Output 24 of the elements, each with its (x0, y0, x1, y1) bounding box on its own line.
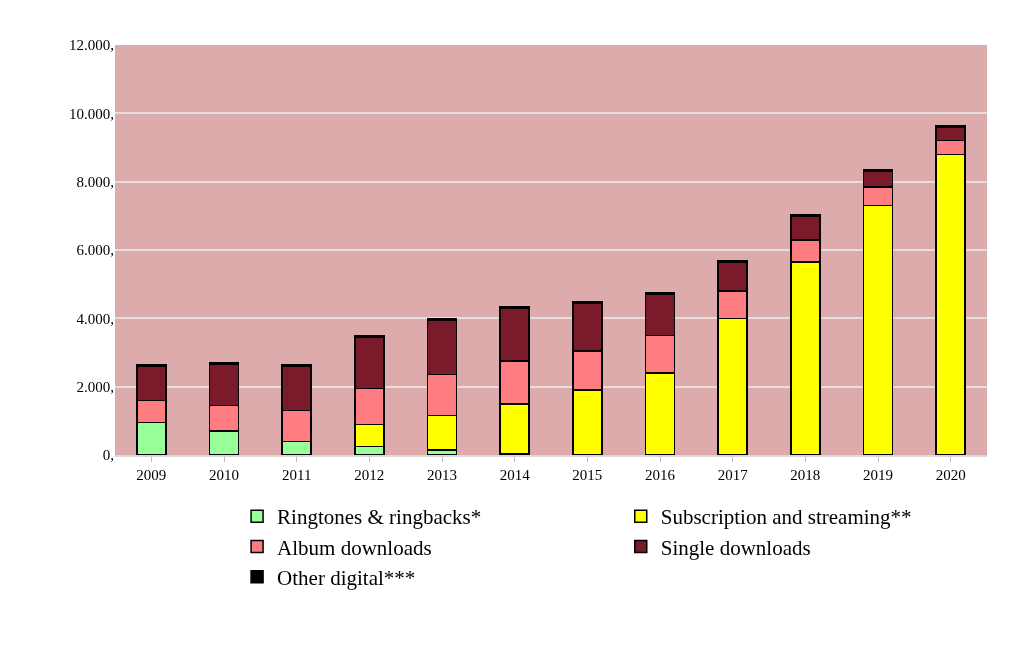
x-tick-label: 2011 (281, 467, 312, 483)
y-tick-label: 4.000, (76, 310, 114, 327)
legend-label: Other digital*** (277, 565, 416, 590)
x-tick-label: 2017 (717, 467, 749, 483)
y-tick-label: 8.000, (76, 173, 114, 190)
x-tick-label: 2018 (790, 467, 821, 483)
x-tick-label: 2020 (935, 467, 966, 483)
legend-label: Single downloads (660, 535, 811, 560)
x-tick-label: 2014 (499, 467, 531, 483)
legend-label: Subscription and streaming** (660, 505, 912, 530)
y-tick-label: 6.000, (76, 242, 114, 259)
legend-label: Ringtones & ringbacks* (277, 505, 482, 530)
y-tick-label: 10.000, (69, 105, 114, 122)
x-tick-label: 2015 (572, 467, 603, 483)
x-tick-label: 2012 (354, 467, 385, 483)
y-tick-label: 12.000, (69, 37, 114, 54)
x-tick-label: 2013 (427, 467, 457, 483)
y-tick-label: 0, (102, 447, 114, 464)
x-tick-label: 2010 (209, 467, 239, 483)
y-tick-label: 2.000, (76, 378, 114, 395)
x-tick-label: 2016 (645, 467, 676, 483)
legend-label: Album downloads (277, 535, 432, 560)
x-tick-label: 2009 (136, 467, 167, 483)
x-tick-label: 2019 (863, 467, 893, 483)
